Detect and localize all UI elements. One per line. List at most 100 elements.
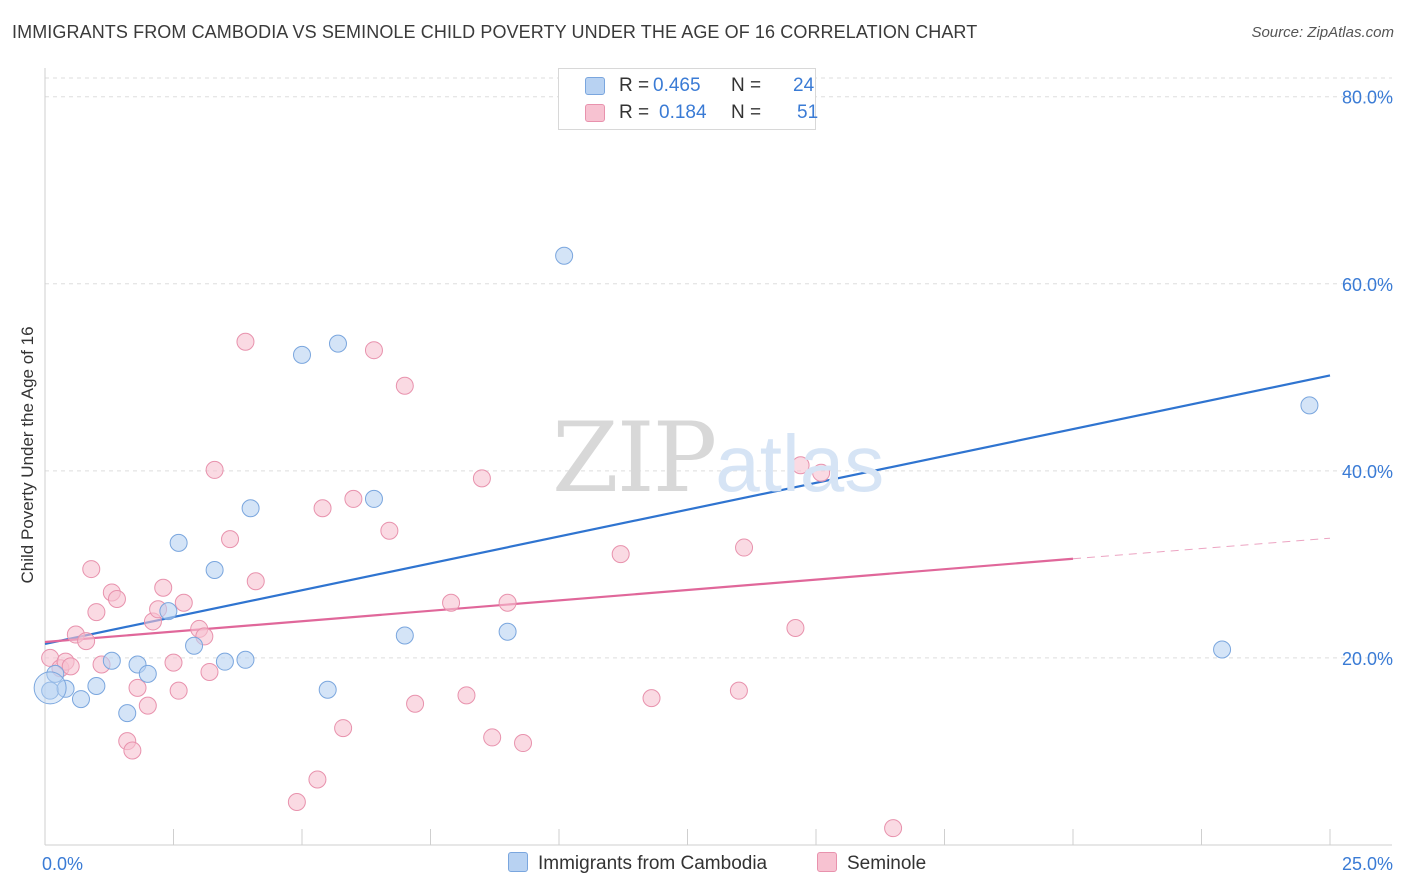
y-axis-title: Child Poverty Under the Age of 16 bbox=[18, 326, 37, 584]
cambodia-point bbox=[169, 533, 188, 552]
y-tick-label: 60.0% bbox=[1342, 275, 1393, 295]
seminole-point bbox=[169, 681, 188, 700]
r-label: R = bbox=[619, 75, 650, 96]
seminole-point bbox=[483, 728, 502, 747]
seminole-point bbox=[514, 734, 533, 753]
cambodia-point bbox=[205, 561, 224, 580]
axes bbox=[44, 68, 1392, 846]
seminole-point bbox=[128, 678, 147, 697]
cambodia-point bbox=[102, 651, 121, 670]
y-tick-label: 80.0% bbox=[1342, 88, 1393, 108]
seminole-point bbox=[221, 530, 240, 549]
seminole-point bbox=[123, 741, 142, 760]
cambodia-point bbox=[159, 602, 178, 621]
seminole-point bbox=[138, 696, 157, 715]
chart-title: IMMIGRANTS FROM CAMBODIA VS SEMINOLE CHI… bbox=[12, 22, 978, 42]
cambodia-point bbox=[118, 704, 137, 723]
seminole-point bbox=[313, 499, 332, 518]
seminole-point bbox=[154, 578, 173, 597]
cambodia-point bbox=[87, 676, 106, 695]
cambodia-point bbox=[138, 664, 157, 683]
seminole-point bbox=[246, 572, 265, 591]
seminole-point bbox=[87, 603, 106, 622]
seminole-point bbox=[107, 589, 126, 608]
n-value: 51 bbox=[797, 102, 819, 123]
y-tick-label: 40.0% bbox=[1342, 462, 1393, 482]
pink-swatch bbox=[817, 852, 837, 872]
legend-label: Seminole bbox=[847, 853, 927, 874]
cambodia-point bbox=[364, 489, 383, 508]
seminole-trend-extension bbox=[1072, 537, 1331, 560]
seminole-point bbox=[395, 376, 414, 395]
seminole-point bbox=[457, 686, 476, 705]
cambodia-point bbox=[46, 664, 65, 683]
seminole-point bbox=[205, 460, 224, 479]
cambodia-point bbox=[328, 334, 347, 353]
cambodia-cluster-point bbox=[33, 671, 67, 705]
seminole-point bbox=[380, 521, 399, 540]
seminole-point bbox=[735, 538, 754, 557]
seminole-point bbox=[472, 469, 491, 488]
blue-swatch bbox=[585, 77, 605, 95]
cambodia-trend-line bbox=[44, 374, 1331, 645]
seminole-point bbox=[884, 819, 903, 838]
x-tick-label: 25.0% bbox=[1342, 854, 1393, 874]
trend-lines bbox=[44, 374, 1331, 645]
seminole-point bbox=[812, 463, 831, 482]
grid-lines bbox=[45, 77, 1392, 659]
seminole-point bbox=[334, 719, 353, 738]
stats-box: R = 0.465 N = 24 R = 0.184 N = 51 bbox=[558, 68, 819, 130]
cambodia-point bbox=[241, 499, 260, 518]
source-label: Source: ZipAtlas.com bbox=[1251, 24, 1394, 41]
cambodia-point bbox=[215, 652, 234, 671]
r-label: R = bbox=[619, 102, 650, 123]
x-tick-label: 0.0% bbox=[42, 854, 83, 874]
cambodia-point bbox=[236, 650, 255, 669]
seminole-point bbox=[344, 489, 363, 508]
cambodia-point bbox=[185, 636, 204, 655]
cambodia-point bbox=[1213, 640, 1232, 659]
seminole-point bbox=[61, 657, 80, 676]
seminole-point bbox=[786, 618, 805, 637]
y-tick-label: 20.0% bbox=[1342, 649, 1393, 669]
seminole-point bbox=[642, 689, 661, 708]
cambodia-point bbox=[318, 680, 337, 699]
seminole-point bbox=[200, 662, 219, 681]
r-value: 0.184 bbox=[659, 102, 707, 123]
seminole-point bbox=[498, 593, 517, 612]
seminole-point bbox=[82, 560, 101, 579]
seminole-point bbox=[364, 341, 383, 360]
tick-labels: 20.0% 40.0% 60.0% 80.0% 0.0% 25.0% bbox=[42, 88, 1393, 874]
n-value: 24 bbox=[793, 75, 815, 96]
cambodia-point bbox=[71, 690, 90, 709]
data-points bbox=[33, 246, 1319, 838]
seminole-point bbox=[287, 792, 306, 811]
legend-item-seminole[interactable]: Seminole bbox=[817, 852, 926, 875]
seminole-point bbox=[406, 694, 425, 713]
legend-label: Immigrants from Cambodia bbox=[538, 853, 768, 874]
r-value: 0.465 bbox=[653, 75, 701, 96]
seminole-point bbox=[77, 632, 96, 651]
n-label: N = bbox=[731, 75, 762, 96]
seminole-point bbox=[611, 545, 630, 564]
cambodia-point bbox=[1300, 396, 1319, 415]
pink-swatch bbox=[585, 104, 605, 122]
blue-swatch bbox=[508, 852, 528, 872]
cambodia-point bbox=[293, 345, 311, 364]
seminole-point bbox=[791, 456, 810, 475]
cambodia-point bbox=[56, 679, 75, 698]
cambodia-point bbox=[555, 246, 574, 265]
seminole-point bbox=[174, 593, 193, 612]
seminole-point bbox=[442, 593, 461, 612]
n-label: N = bbox=[731, 102, 762, 123]
chart-legend: Immigrants from Cambodia Seminole bbox=[0, 852, 1406, 878]
seminole-point bbox=[729, 681, 748, 700]
seminole-point bbox=[164, 653, 183, 672]
legend-item-cambodia[interactable]: Immigrants from Cambodia bbox=[508, 852, 767, 875]
seminole-trend-line bbox=[44, 557, 1074, 644]
cambodia-point bbox=[395, 626, 414, 645]
cambodia-point bbox=[498, 622, 517, 641]
seminole-point bbox=[308, 770, 327, 789]
seminole-point bbox=[236, 332, 255, 351]
